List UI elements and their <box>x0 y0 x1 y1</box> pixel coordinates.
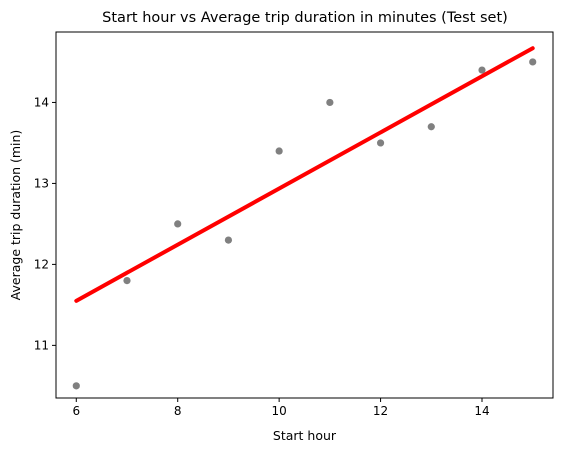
axes-frame <box>55 31 554 399</box>
chart-title: Start hour vs Average trip duration in m… <box>102 10 508 26</box>
y-axis-label: Average trip duration (min) <box>8 130 23 301</box>
scatter-point <box>72 382 80 390</box>
y-tick-label: 11 <box>34 338 49 352</box>
scatter-point <box>529 58 537 66</box>
regression-line <box>74 46 535 303</box>
x-axis-label: Start hour <box>273 428 337 443</box>
x-tick-label: 8 <box>174 404 182 418</box>
y-tick-label: 14 <box>34 95 49 109</box>
scatter-point <box>326 98 334 107</box>
scatter-point <box>478 66 486 74</box>
scatter-point <box>427 123 435 131</box>
scatter-point <box>123 276 131 285</box>
scatter-point <box>224 236 233 244</box>
x-tick-label: 6 <box>72 404 80 418</box>
x-tick-label: 10 <box>272 404 287 418</box>
scatter-point <box>275 147 283 155</box>
plot-area <box>72 46 537 390</box>
x-tick-label: 12 <box>373 404 388 418</box>
axis-ticks: 6 8 10 12 14 11 12 13 14 <box>34 95 490 418</box>
x-tick-label: 14 <box>474 404 489 418</box>
scatter-point <box>376 139 385 147</box>
scatter-point <box>174 220 182 228</box>
y-tick-label: 13 <box>34 176 49 190</box>
y-tick-label: 12 <box>34 257 49 271</box>
